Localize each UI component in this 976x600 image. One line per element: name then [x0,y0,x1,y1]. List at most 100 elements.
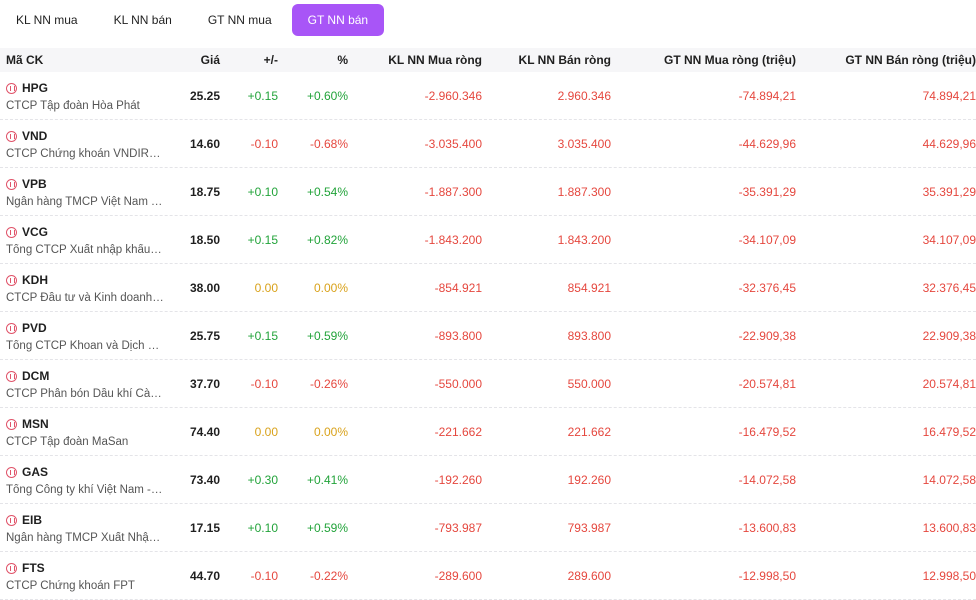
header-price[interactable]: Giá [200,53,220,67]
table-row[interactable]: PVD Tổng CTCP Khoan và Dịch vụ Khoan Dầu… [0,312,976,360]
company-name: Tổng Công ty khí Việt Nam - CTCP [6,484,164,496]
change-cell: -0.10 [250,377,278,391]
gt-mua-cell: -12.998,50 [738,569,796,583]
symbol-line: MSN [6,416,166,432]
gt-ban-cell: 22.909,38 [922,329,976,343]
tab-kl-nn-mua[interactable]: KL NN mua [16,13,78,27]
header-kl-mua[interactable]: KL NN Mua ròng [388,53,482,67]
table-row[interactable]: VCG Tổng CTCP Xuất nhập khẩu và Xây dựng… [0,216,976,264]
stock-code[interactable]: HPG [22,81,49,95]
symbol-line: VPB [6,176,166,192]
table-row[interactable]: VPB Ngân hàng TMCP Việt Nam Thịnh Vượng … [0,168,976,216]
stock-code[interactable]: DCM [22,369,50,383]
header-gt-mua[interactable]: GT NN Mua ròng (triệu) [664,53,796,67]
kl-ban-cell: 3.035.400 [557,137,611,151]
change-cell: +0.10 [247,521,278,535]
kl-mua-cell: -3.035.400 [424,137,482,151]
table-header: Mã CK Giá +/- % KL NN Mua ròng KL NN Bán… [0,48,976,72]
table-body: HPG CTCP Tập đoàn Hòa Phát 25.25 +0.15 +… [0,72,976,600]
change-cell: 0.00 [254,281,278,295]
pause-icon [6,322,17,334]
stock-code[interactable]: GAS [22,465,49,479]
stock-code[interactable]: MSN [22,417,49,431]
symbol-cell: GAS Tổng Công ty khí Việt Nam - CTCP [0,456,166,503]
table-row[interactable]: DCM CTCP Phân bón Dầu khí Cà Mau 37.70 -… [0,360,976,408]
table-row[interactable]: VND CTCP Chứng khoán VNDIRECT 14.60 -0.1… [0,120,976,168]
table-row[interactable]: MSN CTCP Tập đoàn MaSan 74.40 0.00 0.00%… [0,408,976,456]
gt-ban-cell: 44.629,96 [922,137,976,151]
gt-mua-cell: -44.629,96 [738,137,796,151]
company-name: Ngân hàng TMCP Xuất Nhập khẩu Việt Nam [6,532,164,544]
change-cell: -0.10 [250,569,278,583]
stock-code[interactable]: PVD [22,321,47,335]
header-symbol[interactable]: Mã CK [6,53,44,67]
price-cell: 38.00 [189,281,220,295]
table-row[interactable]: EIB Ngân hàng TMCP Xuất Nhập khẩu Việt N… [0,504,976,552]
gt-ban-cell: 13.600,83 [922,521,976,535]
kl-ban-cell: 893.800 [567,329,611,343]
change-cell: +0.15 [247,233,278,247]
kl-ban-cell: 289.600 [567,569,611,583]
company-name: Ngân hàng TMCP Việt Nam Thịnh Vượng [6,196,164,208]
kl-ban-cell: 854.921 [567,281,611,295]
stock-code[interactable]: KDH [22,273,48,287]
symbol-line: DCM [6,368,166,384]
stock-code[interactable]: VPB [22,177,47,191]
symbol-line: PVD [6,320,166,336]
symbol-cell: VPB Ngân hàng TMCP Việt Nam Thịnh Vượng [0,168,166,215]
gt-ban-cell: 12.998,50 [922,569,976,583]
stock-code[interactable]: EIB [22,513,43,527]
symbol-cell: DCM CTCP Phân bón Dầu khí Cà Mau [0,360,166,407]
company-name: Tổng CTCP Khoan và Dịch vụ Khoan Dầu khí [6,340,164,352]
change-cell: +0.15 [247,89,278,103]
gt-ban-cell: 16.479,52 [922,425,976,439]
kl-ban-cell: 1.843.200 [557,233,611,247]
company-name: CTCP Phân bón Dầu khí Cà Mau [6,388,164,400]
header-kl-ban[interactable]: KL NN Bán ròng [518,53,611,67]
symbol-line: FTS [6,560,166,576]
table-row[interactable]: FTS CTCP Chứng khoán FPT 44.70 -0.10 -0.… [0,552,976,600]
gt-mua-cell: -32.376,45 [738,281,796,295]
gt-ban-cell: 34.107,09 [922,233,976,247]
company-name: CTCP Chứng khoán VNDIRECT [6,148,164,160]
symbol-cell: MSN CTCP Tập đoàn MaSan [0,408,166,455]
change-cell: -0.10 [250,137,278,151]
symbol-line: VND [6,128,166,144]
kl-mua-cell: -854.921 [434,281,482,295]
header-percent[interactable]: % [337,53,348,67]
gt-mua-cell: -74.894,21 [738,89,796,103]
tab-gt-nn-ban[interactable]: GT NN bán [291,4,385,36]
filter-tabs: KL NN mua KL NN bán GT NN mua GT NN bán [0,4,385,36]
percent-cell: +0.41% [306,473,348,487]
change-cell: +0.15 [247,329,278,343]
header-change[interactable]: +/- [263,53,278,67]
kl-mua-cell: -2.960.346 [424,89,482,103]
company-name: CTCP Đầu tư và Kinh doanh Nhà Khang Điền [6,292,164,304]
table-row[interactable]: GAS Tổng Công ty khí Việt Nam - CTCP 73.… [0,456,976,504]
tab-gt-nn-mua[interactable]: GT NN mua [207,13,272,27]
kl-ban-cell: 2.960.346 [557,89,611,103]
gt-ban-cell: 32.376,45 [922,281,976,295]
table-row[interactable]: HPG CTCP Tập đoàn Hòa Phát 25.25 +0.15 +… [0,72,976,120]
percent-cell: -0.68% [309,137,348,151]
kl-ban-cell: 550.000 [567,377,611,391]
symbol-cell: HPG CTCP Tập đoàn Hòa Phát [0,72,166,119]
pause-icon [6,370,17,382]
change-cell: +0.10 [247,185,278,199]
price-cell: 18.50 [189,233,220,247]
company-name: Tổng CTCP Xuất nhập khẩu và Xây dựng Việ… [6,244,164,256]
table-row[interactable]: KDH CTCP Đầu tư và Kinh doanh Nhà Khang … [0,264,976,312]
gt-ban-cell: 35.391,29 [922,185,976,199]
tab-kl-nn-ban[interactable]: KL NN bán [113,13,172,27]
pause-icon [6,82,17,94]
kl-mua-cell: -793.987 [434,521,482,535]
price-cell: 73.40 [189,473,220,487]
stock-code[interactable]: FTS [22,561,45,575]
stock-code[interactable]: VND [22,129,48,143]
kl-mua-cell: -1.843.200 [424,233,482,247]
company-name: CTCP Chứng khoán FPT [6,580,135,592]
stock-code[interactable]: VCG [22,225,49,239]
header-gt-ban[interactable]: GT NN Bán ròng (triệu) [845,53,976,67]
symbol-line: KDH [6,272,166,288]
percent-cell: 0.00% [313,425,348,439]
